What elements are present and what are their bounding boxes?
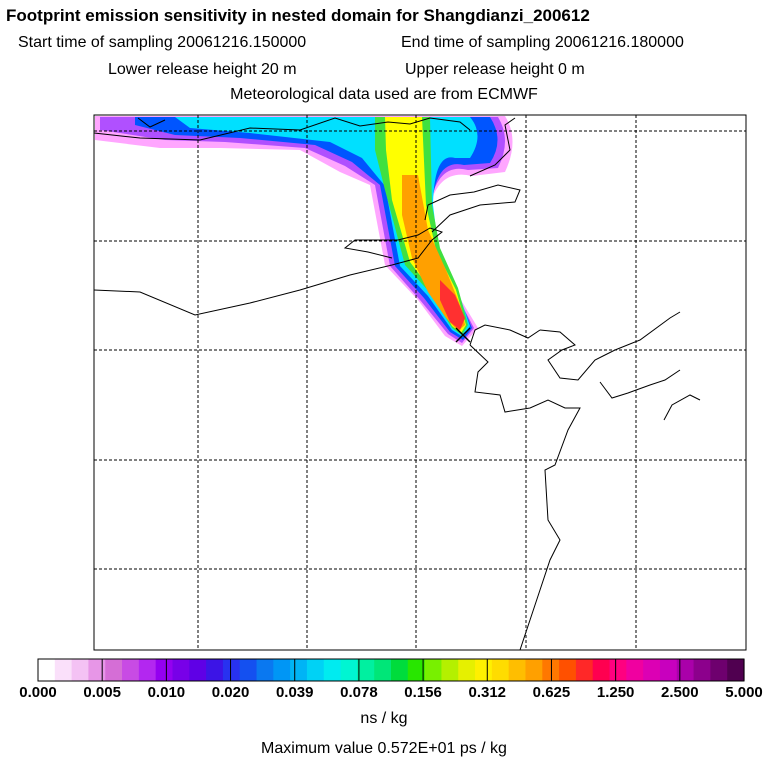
plume-band-8 — [440, 280, 465, 330]
colorbar-swatch — [659, 659, 678, 681]
coastlines — [94, 117, 701, 650]
colorbar-tick-label: 0.312 — [468, 684, 507, 701]
lat-lon-grid — [94, 115, 746, 650]
colorbar-tick-label: 0.020 — [211, 684, 250, 701]
cross-icon — [455, 327, 471, 343]
upper-height-label: Upper release height 0 m — [405, 61, 585, 78]
colorbar-swatch — [54, 659, 73, 681]
colorbar-swatch — [525, 659, 543, 681]
colorbar-tick-label: 5.000 — [725, 684, 763, 701]
colorbar-swatch — [122, 659, 140, 681]
colorbar-swatch — [609, 659, 627, 681]
colorbar-tick-label: 0.078 — [340, 684, 378, 701]
colorbar-unit: ns / kg — [360, 710, 408, 727]
colorbar-swatch — [172, 659, 190, 681]
colorbar-swatch — [71, 659, 90, 681]
map-frame — [93, 114, 747, 651]
colorbar-tick-label: 0.625 — [532, 684, 571, 701]
colorbar-swatch — [273, 659, 291, 681]
colorbar-swatch — [592, 659, 611, 681]
colorbar-swatch — [643, 659, 661, 681]
colorbar-swatch — [475, 659, 493, 681]
start-time-label: Start time of sampling 20061216.150000 — [18, 34, 307, 51]
colorbar-swatch — [357, 659, 375, 681]
colorbar-swatch — [374, 659, 392, 681]
colorbar-swatch — [710, 659, 728, 681]
met-data-label: Meteorological data used are from ECMWF — [230, 86, 538, 103]
colorbar-swatch — [559, 659, 577, 681]
plume-layer — [95, 116, 513, 346]
colorbar-swatch — [441, 659, 459, 681]
colorbar-frame — [37, 658, 745, 682]
colorbar-tick-label: 0.010 — [147, 684, 186, 701]
colorbar-tick-label: 0.039 — [275, 684, 314, 701]
colorbar — [37, 659, 745, 681]
colorbar-tick-label: 0.005 — [83, 684, 121, 701]
colorbar-swatch — [38, 659, 56, 681]
end-time-label: End time of sampling 20061216.180000 — [401, 34, 684, 51]
colorbar-swatch — [88, 659, 106, 681]
colorbar-swatch — [239, 659, 258, 681]
plot-title: Footprint emission sensitivity in nested… — [6, 6, 590, 25]
colorbar-swatch — [138, 659, 157, 681]
colorbar-swatch — [458, 659, 476, 681]
colorbar-swatch — [693, 659, 711, 681]
colorbar-swatch — [155, 659, 174, 681]
colorbar-swatch — [222, 659, 241, 681]
colorbar-swatch — [206, 659, 224, 681]
colorbar-swatch — [676, 659, 695, 681]
colorbar-swatch — [105, 659, 123, 681]
colorbar-tick-label: 0.156 — [404, 684, 442, 701]
colorbar-swatch — [424, 659, 443, 681]
colorbar-swatch — [391, 659, 409, 681]
colorbar-swatch — [727, 659, 745, 681]
colorbar-swatch — [189, 659, 207, 681]
colorbar-tick-label: 2.500 — [661, 684, 699, 701]
colorbar-swatch — [290, 659, 308, 681]
colorbar-swatch — [323, 659, 342, 681]
colorbar-swatch — [491, 659, 510, 681]
colorbar-swatch — [575, 659, 594, 681]
max-value-label: Maximum value 0.572E+01 ps / kg — [261, 740, 507, 757]
colorbar-tick-label: 0.000 — [19, 684, 57, 701]
colorbar-swatch — [407, 659, 426, 681]
colorbar-swatch — [256, 659, 274, 681]
colorbar-tick-label: 1.250 — [596, 684, 635, 701]
colorbar-swatch — [340, 659, 358, 681]
colorbar-swatch — [508, 659, 527, 681]
lower-height-label: Lower release height 20 m — [108, 61, 297, 78]
colorbar-swatch — [626, 659, 644, 681]
colorbar-swatch — [306, 659, 325, 681]
